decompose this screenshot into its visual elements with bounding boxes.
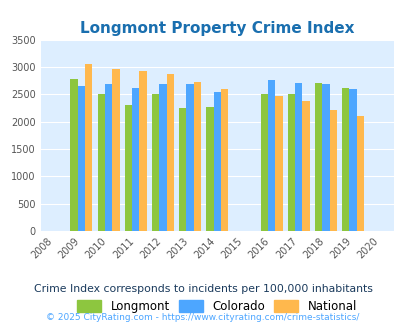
- Bar: [294, 83, 302, 231]
- Bar: [322, 84, 329, 231]
- Bar: [260, 94, 267, 231]
- Bar: [159, 84, 166, 231]
- Bar: [112, 69, 119, 231]
- Bar: [124, 105, 132, 231]
- Bar: [275, 96, 282, 231]
- Bar: [329, 110, 336, 231]
- Bar: [193, 82, 200, 231]
- Bar: [220, 89, 228, 231]
- Bar: [287, 94, 294, 231]
- Bar: [166, 74, 173, 231]
- Text: © 2025 CityRating.com - https://www.cityrating.com/crime-statistics/: © 2025 CityRating.com - https://www.city…: [46, 313, 359, 322]
- Bar: [70, 79, 77, 231]
- Bar: [139, 71, 146, 231]
- Bar: [97, 94, 104, 231]
- Bar: [151, 94, 159, 231]
- Bar: [104, 84, 112, 231]
- Bar: [206, 107, 213, 231]
- Bar: [213, 92, 220, 231]
- Bar: [314, 83, 322, 231]
- Bar: [349, 89, 356, 231]
- Legend: Longmont, Colorado, National: Longmont, Colorado, National: [71, 294, 362, 319]
- Bar: [85, 64, 92, 231]
- Bar: [267, 80, 275, 231]
- Bar: [356, 115, 363, 231]
- Bar: [179, 108, 186, 231]
- Text: Crime Index corresponds to incidents per 100,000 inhabitants: Crime Index corresponds to incidents per…: [34, 284, 371, 294]
- Bar: [341, 88, 349, 231]
- Bar: [186, 84, 193, 231]
- Bar: [77, 85, 85, 231]
- Bar: [302, 101, 309, 231]
- Title: Longmont Property Crime Index: Longmont Property Crime Index: [80, 21, 354, 36]
- Bar: [132, 88, 139, 231]
